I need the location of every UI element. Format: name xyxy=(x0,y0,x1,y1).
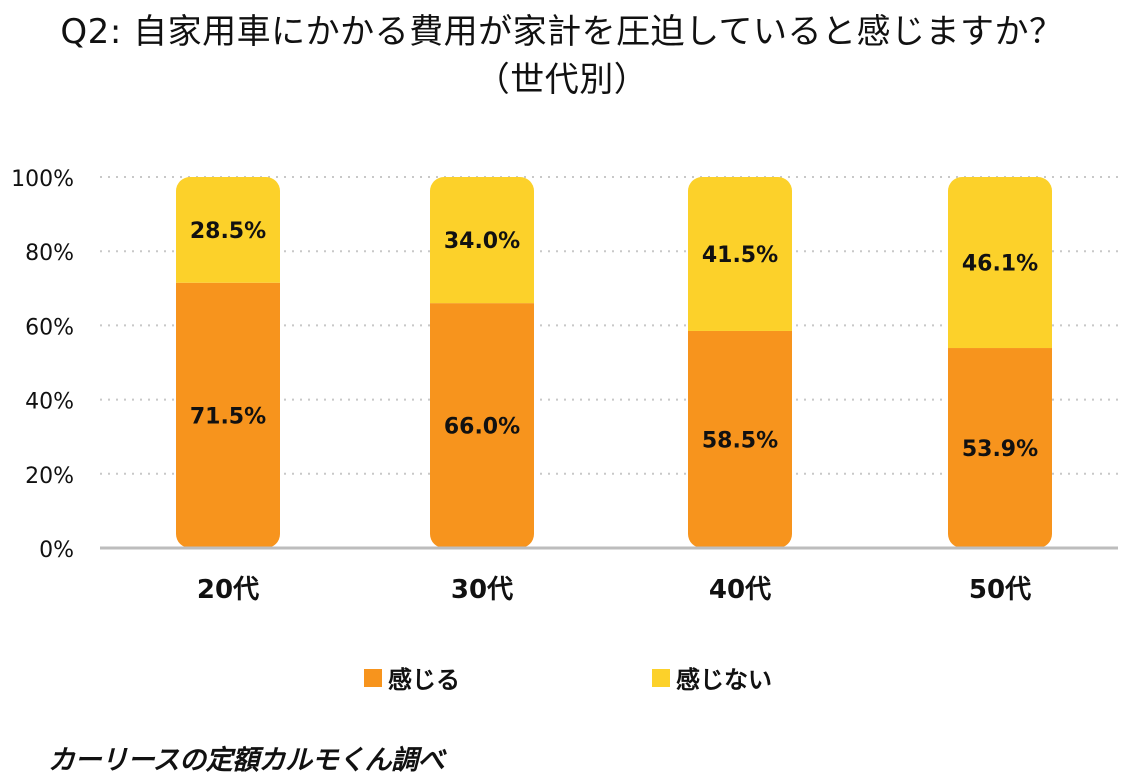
y-tick-label: 40% xyxy=(25,390,74,415)
chart-title: Q2: 自家用車にかかる費用が家計を圧迫していると感じますか？ （世代別） xyxy=(0,8,1124,104)
x-tick-label: 50代 xyxy=(969,575,1031,605)
data-label: 28.5% xyxy=(190,219,266,244)
legend-label-feel: 感じる xyxy=(388,666,460,694)
bar-segment xyxy=(176,177,280,283)
chart-title-line2: （世代別） xyxy=(475,60,649,100)
data-label: 34.0% xyxy=(444,229,520,254)
legend-label-not-feel: 感じない xyxy=(676,666,772,694)
legend-item-feel: 感じる xyxy=(364,660,460,695)
y-tick-label: 60% xyxy=(25,315,74,340)
data-label: 46.1% xyxy=(962,252,1038,277)
x-tick-label: 30代 xyxy=(451,575,513,605)
bar-segment xyxy=(176,282,280,548)
y-tick-label: 80% xyxy=(25,241,74,266)
chart-title-line1: Q2: 自家用車にかかる費用が家計を圧迫していると感じますか？ xyxy=(60,12,1064,52)
data-label: 58.5% xyxy=(702,428,778,453)
bar-segment xyxy=(948,177,1052,349)
stacked-bar-chart: 0% 20% 40% 60% 80% 100% 71.5% 28.5% 20代 66.0% 34.0… xyxy=(11,167,1118,605)
data-label: 41.5% xyxy=(702,243,778,268)
y-tick-label: 100% xyxy=(11,167,74,192)
data-label: 71.5% xyxy=(190,404,266,429)
x-tick-label: 40代 xyxy=(709,575,771,605)
bar-segment xyxy=(688,177,792,331)
legend-swatch-not-feel xyxy=(652,668,670,687)
y-tick-label: 20% xyxy=(25,464,74,489)
y-tick-label: 0% xyxy=(39,538,74,563)
data-label: 66.0% xyxy=(444,415,520,440)
legend-swatch-feel xyxy=(364,668,382,687)
bar-segment xyxy=(430,303,534,548)
bar-segment xyxy=(948,348,1052,548)
data-label: 53.9% xyxy=(962,437,1038,462)
bar-segment xyxy=(430,177,534,304)
source-note: カーリースの定額カルモくん調べ xyxy=(48,745,445,776)
bar-segment xyxy=(688,330,792,548)
legend-item-not-feel: 感じない xyxy=(652,660,772,695)
x-tick-label: 20代 xyxy=(197,575,259,605)
legend: 感じる 感じない xyxy=(0,660,1124,696)
